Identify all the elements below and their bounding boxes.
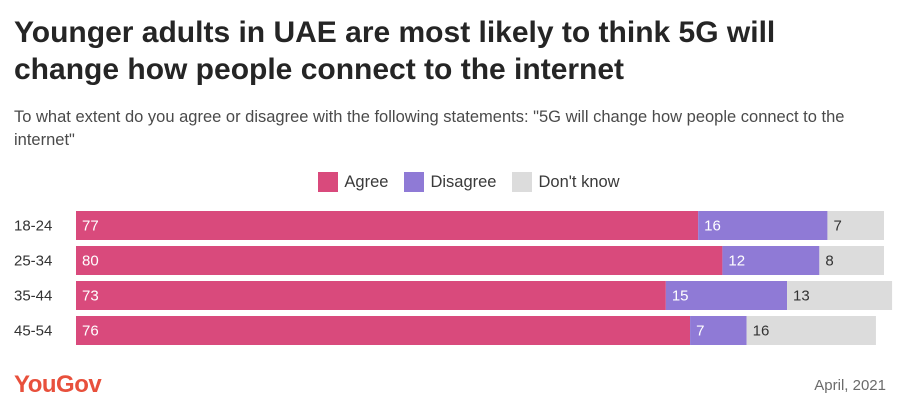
data-label-agree-25-34: 80 <box>82 253 99 270</box>
bar-dont-know-45-54 <box>746 316 876 345</box>
data-label-disagree-25-34: 12 <box>728 253 745 270</box>
legend-item-disagree: Disagree <box>404 172 496 192</box>
bar-agree-35-44 <box>76 281 666 310</box>
chart-subtitle: To what extent do you agree or disagree … <box>14 108 845 149</box>
data-label-dont-know-35-44: 13 <box>793 288 810 305</box>
date-label: April, 2021 <box>814 377 886 394</box>
bar-dont-know-18-24 <box>827 211 884 240</box>
legend-label-agree: Agree <box>344 172 389 191</box>
bar-disagree-18-24 <box>698 211 828 240</box>
data-label-dont-know-25-34: 8 <box>825 253 833 270</box>
legend-item-dont-know: Don't know <box>512 172 620 192</box>
bar-agree-18-24 <box>76 211 699 240</box>
legend-swatch-disagree <box>404 172 425 192</box>
data-label-agree-45-54: 76 <box>82 323 99 340</box>
bar-disagree-45-54 <box>690 316 747 345</box>
bar-disagree-25-34 <box>722 246 820 275</box>
legend-label-disagree: Disagree <box>430 172 497 191</box>
category-label-45-54: 45-54 <box>14 323 52 340</box>
data-label-disagree-18-24: 16 <box>704 218 721 235</box>
category-label-35-44: 35-44 <box>14 288 52 305</box>
chart-title: Younger adults in UAE are most likely to… <box>14 16 776 86</box>
data-label-agree-35-44: 73 <box>82 288 99 305</box>
legend: Agree Disagree Don't know <box>0 171 902 193</box>
category-label-18-24: 18-24 <box>14 218 52 235</box>
data-label-disagree-35-44: 15 <box>672 288 689 305</box>
data-label-dont-know-18-24: 7 <box>833 218 841 235</box>
category-label-25-34: 25-34 <box>14 253 52 270</box>
bar-agree-45-54 <box>76 316 691 345</box>
data-label-agree-18-24: 77 <box>82 218 99 235</box>
legend-label-dont-know: Don't know <box>538 172 620 191</box>
legend-swatch-agree <box>318 172 339 192</box>
bar-agree-25-34 <box>76 246 723 275</box>
data-label-dont-know-45-54: 16 <box>753 323 770 340</box>
bar-dont-know-25-34 <box>819 246 884 275</box>
yougov-logo: YouGov <box>14 371 102 398</box>
legend-item-agree: Agree <box>318 172 388 192</box>
bar-dont-know-35-44 <box>787 281 893 310</box>
data-label-disagree-45-54: 7 <box>696 323 704 340</box>
legend-swatch-dont-know <box>512 172 533 192</box>
bar-disagree-35-44 <box>665 281 788 310</box>
